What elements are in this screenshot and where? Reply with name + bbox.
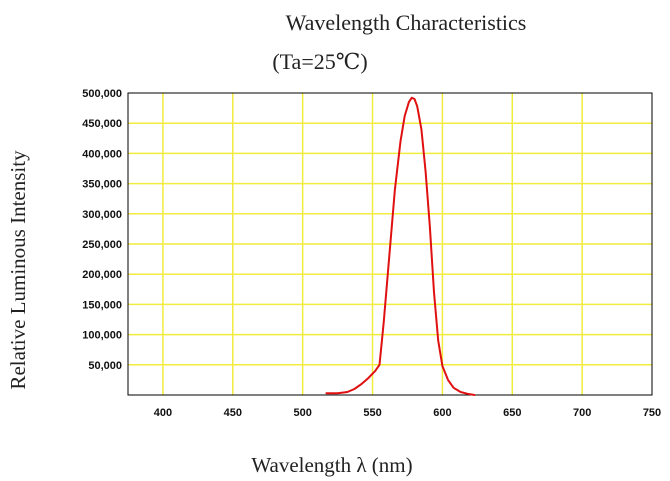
y-tick-label: 500,000 — [82, 88, 122, 100]
plot-frame — [127, 92, 653, 396]
x-tick-label: 650 — [503, 407, 521, 419]
x-tick-label: 600 — [433, 407, 451, 419]
y-tick-label: 250,000 — [82, 239, 122, 251]
x-tick-label: 750 — [643, 407, 661, 419]
y-tick-label: 400,000 — [82, 148, 122, 160]
x-tick-label: 700 — [573, 407, 591, 419]
y-tick-label: 350,000 — [82, 179, 122, 191]
x-tick-label: 550 — [363, 407, 381, 419]
x-tick-label: 500 — [293, 407, 311, 419]
y-tick-label: 300,000 — [82, 209, 122, 221]
y-tick-label: 450,000 — [82, 118, 122, 130]
chart-subtitle: (Ta=25℃) — [272, 49, 367, 74]
series-line — [325, 96, 476, 396]
y-tick-label: 200,000 — [82, 269, 122, 281]
x-tick-label: 450 — [224, 407, 242, 419]
y-tick-label: 100,000 — [82, 330, 122, 342]
y-tick-label: 150,000 — [82, 299, 122, 311]
plot-area: 400 450 500 550 600 650 700 750 50,000 100,000 150… — [82, 88, 661, 419]
x-axis-label: Wavelength λ (nm) — [251, 453, 412, 477]
x-tick-label: 400 — [154, 407, 172, 419]
chart-title: Wavelength Characteristics — [286, 10, 527, 35]
y-tick-label: 50,000 — [88, 360, 122, 372]
y-axis-label: Relative Luminous Intensity — [6, 150, 30, 390]
